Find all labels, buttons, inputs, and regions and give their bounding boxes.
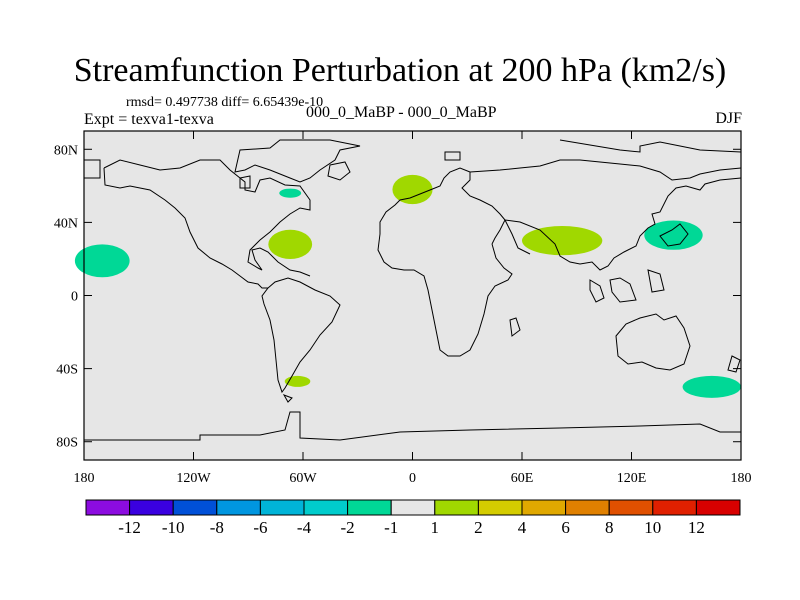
latitude-axis: 80N 40N 0 40S 80S xyxy=(54,143,741,451)
anomaly-europe-positive xyxy=(392,174,433,205)
anomaly-north-america-negative xyxy=(279,188,302,198)
case-label: 000_0_MaBP - 000_0_MaBP xyxy=(306,104,497,121)
colorbar-swatch xyxy=(259,499,305,516)
map-plot-area: 80N 40N 0 40S 80S 180 120W 60W 0 60E 120E 180 xyxy=(54,130,752,486)
lon-tick-label: 120E xyxy=(617,471,647,486)
colorbar-label: -10 xyxy=(162,518,185,537)
colorbar-label: -6 xyxy=(253,518,267,537)
colorbar-swatch xyxy=(477,499,523,516)
colorbar-label: -4 xyxy=(297,518,312,537)
anomaly-south-america-positive xyxy=(284,375,311,387)
lon-tick-label: 60E xyxy=(511,471,534,486)
colorbar-label: -2 xyxy=(341,518,355,537)
lon-tick-label: 180 xyxy=(731,471,752,486)
colorbar-swatch xyxy=(521,499,567,516)
colorbar-swatch xyxy=(652,499,697,516)
lat-tick-label: 40S xyxy=(56,363,78,378)
colorbar-swatch xyxy=(172,499,218,516)
plot-title: Streamfunction Perturbation at 200 hPa (… xyxy=(73,52,727,89)
anomaly-layer xyxy=(74,174,741,398)
colorbar: -12 -10 -8 -6 -4 -2 -1 1 2 4 6 8 10 12 xyxy=(85,499,741,537)
lon-tick-label: 0 xyxy=(409,471,416,486)
colorbar-label: 2 xyxy=(474,518,483,537)
colorbar-swatch xyxy=(565,499,610,516)
lat-tick-label: 80S xyxy=(56,436,78,451)
colorbar-swatch xyxy=(303,499,349,516)
anomaly-atlantic-positive xyxy=(268,229,313,259)
colorbar-label: -12 xyxy=(118,518,141,537)
coastlines xyxy=(84,139,742,441)
longitude-axis: 180 120W 60W 0 60E 120E 180 xyxy=(74,131,752,486)
lon-tick-label: 180 xyxy=(74,471,95,486)
colorbar-label: -1 xyxy=(384,518,398,537)
anomaly-india-positive xyxy=(522,226,603,256)
colorbar-label: 1 xyxy=(431,518,440,537)
season-label: DJF xyxy=(715,110,742,127)
colorbar-swatch xyxy=(390,499,436,516)
colorbar-swatch xyxy=(347,499,392,516)
anomaly-tasman-negative xyxy=(682,375,741,398)
colorbar-label: -8 xyxy=(210,518,224,537)
anomaly-pacific-negative xyxy=(74,244,130,278)
experiment-label: Expt = texva1-texva xyxy=(84,111,214,128)
lat-tick-label: 40N xyxy=(54,216,78,231)
colorbar-label: 10 xyxy=(644,518,661,537)
colorbar-swatch xyxy=(434,499,479,516)
lat-tick-label: 0 xyxy=(71,290,78,305)
lon-tick-label: 60W xyxy=(289,471,317,486)
colorbar-label: 8 xyxy=(605,518,614,537)
colorbar-swatch xyxy=(695,499,741,516)
anomaly-japan-negative xyxy=(644,220,703,250)
colorbar-swatch xyxy=(129,499,174,516)
lat-tick-label: 80N xyxy=(54,143,78,158)
colorbar-swatch xyxy=(216,499,261,516)
colorbar-label: 6 xyxy=(561,518,570,537)
colorbar-swatch xyxy=(85,499,131,516)
rmsd-stats: rmsd= 0.497738 diff= 6.65439e-10 xyxy=(126,95,324,110)
colorbar-swatch xyxy=(608,499,654,516)
colorbar-label: 12 xyxy=(688,518,705,537)
lon-tick-label: 120W xyxy=(176,471,211,486)
colorbar-label: 4 xyxy=(518,518,527,537)
